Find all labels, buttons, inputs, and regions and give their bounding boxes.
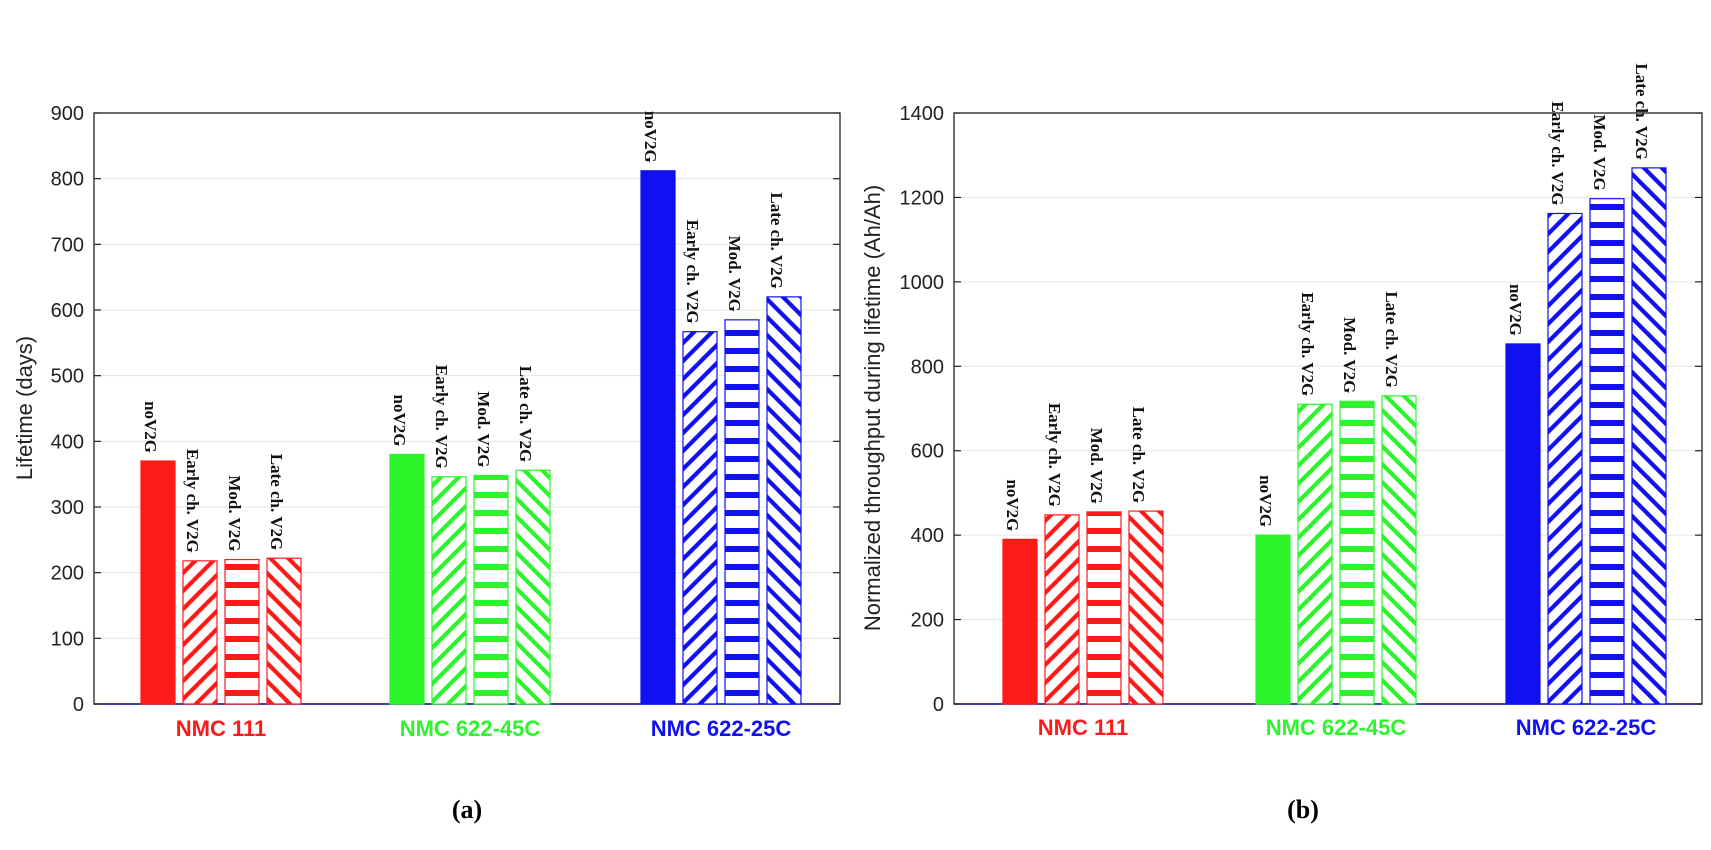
bar-nmc-111-nov2g — [140, 460, 176, 705]
y-tick-label: 500 — [51, 366, 84, 388]
y-tick-label: 1200 — [900, 187, 945, 209]
bar-labels: noV2G Early ch. V2G Mod. V2G Late ch. V2G no… — [141, 111, 786, 553]
bar-data-label: Mod. V2G — [1087, 428, 1106, 504]
bar-nmc-622-45c-nov2g — [1255, 534, 1291, 705]
chart-lifetime: noV2G Early ch. V2G Mod. V2G Late ch. V2G no… — [12, 103, 841, 824]
bar-data-label: Late ch. V2G — [1382, 291, 1401, 388]
y-tick-label: 1000 — [900, 272, 945, 294]
bar-data-label: Early ch. V2G — [1045, 403, 1064, 507]
bar-data-label: Mod. V2G — [1340, 317, 1359, 393]
bar-data-label: Late ch. V2G — [1129, 407, 1148, 504]
y-tick-label: 700 — [51, 234, 84, 256]
bar-nmc-622-45c-early-ch-v2g — [431, 476, 467, 705]
bar-data-label: Early ch. V2G — [1298, 292, 1317, 396]
bar-data-label: Early ch. V2G — [1548, 101, 1567, 205]
y-tick-label: 1400 — [900, 103, 945, 125]
y-tick-label: 600 — [911, 441, 944, 463]
bar-nmc-622-25c-mod-v2g — [724, 319, 760, 705]
bar-data-label: noV2G — [390, 394, 409, 446]
bar-nmc-111-early-ch-v2g — [182, 560, 218, 705]
y-axis-ticks: 0 100 200 300 400 500 600 700 800 900 — [51, 103, 840, 716]
bar-nmc-622-25c-nov2g — [1505, 343, 1541, 705]
y-tick-label: 200 — [911, 610, 944, 632]
bar-data-label: Late ch. V2G — [1632, 63, 1651, 160]
bar-data-label: Late ch. V2G — [267, 454, 286, 551]
group-label: NMC 622-45C — [1266, 715, 1407, 740]
group-label: NMC 111 — [176, 716, 267, 741]
bar-nmc-622-25c-nov2g — [640, 170, 676, 705]
bar-nmc-622-45c-nov2g — [389, 453, 425, 705]
bar-data-label: noV2G — [1506, 284, 1525, 336]
y-tick-label: 300 — [51, 497, 84, 519]
bars — [1002, 167, 1667, 705]
bar-nmc-622-25c-late-ch-v2g — [766, 296, 802, 705]
bar-nmc-111-late-ch-v2g — [266, 557, 302, 705]
bar-nmc-111-mod-v2g — [224, 558, 260, 705]
bar-nmc-111-early-ch-v2g — [1044, 514, 1080, 705]
bar-data-label: Late ch. V2G — [767, 192, 786, 289]
y-tick-label: 400 — [51, 431, 84, 453]
group-label: NMC 622-45C — [400, 716, 541, 741]
bar-data-label: Mod. V2G — [1590, 114, 1609, 190]
bar-nmc-622-45c-late-ch-v2g — [1381, 395, 1417, 705]
y-tick-label: 900 — [51, 103, 84, 125]
bar-nmc-622-45c-late-ch-v2g — [515, 469, 551, 705]
bar-nmc-622-45c-mod-v2g — [1339, 400, 1375, 705]
y-axis-ticks: 0 200 400 600 800 1000 1200 1400 — [900, 103, 1702, 716]
panel-label-a: (a) — [452, 795, 482, 824]
y-tick-label: 100 — [51, 628, 84, 650]
group-labels: NMC 111 NMC 622-45C NMC 622-25C — [1038, 715, 1657, 740]
bar-nmc-622-25c-late-ch-v2g — [1631, 167, 1667, 705]
bar-nmc-111-mod-v2g — [1086, 511, 1122, 705]
y-tick-label: 0 — [73, 694, 84, 716]
bar-data-label: Mod. V2G — [725, 236, 744, 312]
chart-throughput: noV2G Early ch. V2G Mod. V2G Late ch. V2G no… — [860, 63, 1703, 824]
bar-data-label: Early ch. V2G — [183, 449, 202, 553]
group-labels: NMC 111 NMC 622-45C NMC 622-25C — [176, 716, 792, 741]
bar-data-label: noV2G — [641, 111, 660, 163]
group-label: NMC 111 — [1038, 715, 1129, 740]
bar-data-label: Mod. V2G — [474, 391, 493, 467]
y-tick-label: 800 — [911, 356, 944, 378]
group-label: NMC 622-25C — [1516, 715, 1657, 740]
y-axis-label: Lifetime (days) — [12, 336, 37, 480]
panel-label-b: (b) — [1287, 795, 1319, 824]
bar-nmc-111-nov2g — [1002, 538, 1038, 705]
y-tick-label: 0 — [933, 694, 944, 716]
bar-nmc-622-25c-mod-v2g — [1589, 198, 1625, 705]
bar-data-label: noV2G — [1003, 479, 1022, 531]
bar-labels: noV2G Early ch. V2G Mod. V2G Late ch. V2G no… — [1003, 63, 1651, 531]
y-tick-label: 200 — [51, 563, 84, 585]
y-tick-label: 600 — [51, 300, 84, 322]
bar-data-label: noV2G — [1256, 475, 1275, 527]
y-tick-label: 400 — [911, 525, 944, 547]
bar-nmc-622-25c-early-ch-v2g — [1547, 212, 1583, 705]
bar-nmc-111-late-ch-v2g — [1128, 510, 1164, 705]
bar-data-label: Late ch. V2G — [516, 366, 535, 463]
y-tick-label: 800 — [51, 169, 84, 191]
bar-nmc-622-45c-early-ch-v2g — [1297, 403, 1333, 705]
bar-data-label: noV2G — [141, 401, 160, 453]
bar-nmc-622-45c-mod-v2g — [473, 474, 509, 705]
y-axis-label: Normalized throughput during lifetime (A… — [860, 185, 885, 631]
bars — [140, 170, 802, 705]
bar-data-label: Mod. V2G — [225, 475, 244, 551]
bar-data-label: Early ch. V2G — [432, 365, 451, 469]
group-label: NMC 622-25C — [651, 716, 792, 741]
bar-nmc-622-25c-early-ch-v2g — [682, 331, 718, 705]
bar-data-label: Early ch. V2G — [683, 220, 702, 324]
